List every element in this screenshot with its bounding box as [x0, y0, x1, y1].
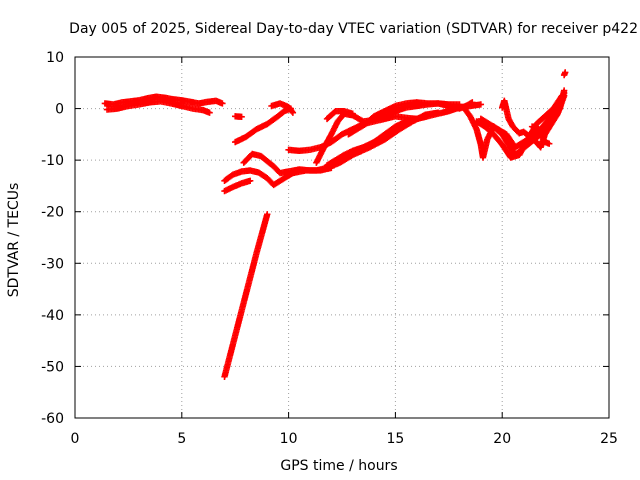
y-tick-label: 0: [55, 102, 64, 118]
data-point: [238, 113, 245, 121]
data-point: [264, 211, 271, 218]
x-tick-label: 25: [600, 431, 618, 447]
series-arc-b: [232, 113, 245, 121]
data-point: [219, 100, 226, 107]
y-tick-label: -20: [41, 205, 64, 221]
data-point: [560, 92, 568, 99]
y-axis-label: SDTVAR / TECUs: [6, 183, 22, 298]
data-point: [206, 109, 213, 116]
data-point: [289, 109, 297, 116]
series-arc-o: [477, 89, 568, 151]
series-arc-e: [221, 177, 254, 195]
x-tick-label: 0: [71, 431, 80, 447]
y-tick-label: -30: [41, 256, 64, 272]
x-tick-label: 10: [280, 431, 298, 447]
data-point: [349, 110, 356, 117]
data-point: [477, 101, 485, 108]
x-axis-label: GPS time / hours: [280, 458, 397, 474]
data-point: [424, 113, 431, 120]
x-tick-label: 15: [386, 431, 404, 447]
data-point: [562, 69, 569, 76]
data-point: [246, 177, 254, 184]
y-tick-label: -10: [41, 153, 64, 169]
series-arc-k: [323, 107, 356, 123]
y-tick-label: -60: [41, 411, 64, 427]
series-arc-f: [221, 109, 442, 189]
series-arc-q: [528, 123, 553, 147]
series-arc-s: [221, 211, 271, 380]
x-tick-label: 20: [493, 431, 511, 447]
plot-frame: [74, 56, 610, 419]
y-tick-label: -50: [41, 359, 64, 375]
x-tick-label: 5: [177, 431, 186, 447]
series-arc-l: [345, 99, 476, 138]
data-point: [545, 140, 553, 147]
data-layer: [101, 69, 569, 380]
axis-ticks: 0 5 10 15 20 25 10 0 -10 -20 -30 -40 -50 -60: [41, 50, 618, 447]
chart-title: Day 005 of 2025, Sidereal Day-to-day VTE…: [69, 21, 638, 37]
data-point: [469, 99, 476, 106]
series-arc-a: [101, 93, 226, 108]
series-arc-r: [560, 69, 569, 79]
y-tick-label: -40: [41, 308, 64, 324]
series-arc-a-lower: [103, 98, 213, 116]
data-point: [288, 108, 296, 115]
y-tick-label: 10: [46, 50, 64, 66]
series-arc-j: [323, 113, 431, 169]
series-arc-g: [268, 100, 297, 116]
